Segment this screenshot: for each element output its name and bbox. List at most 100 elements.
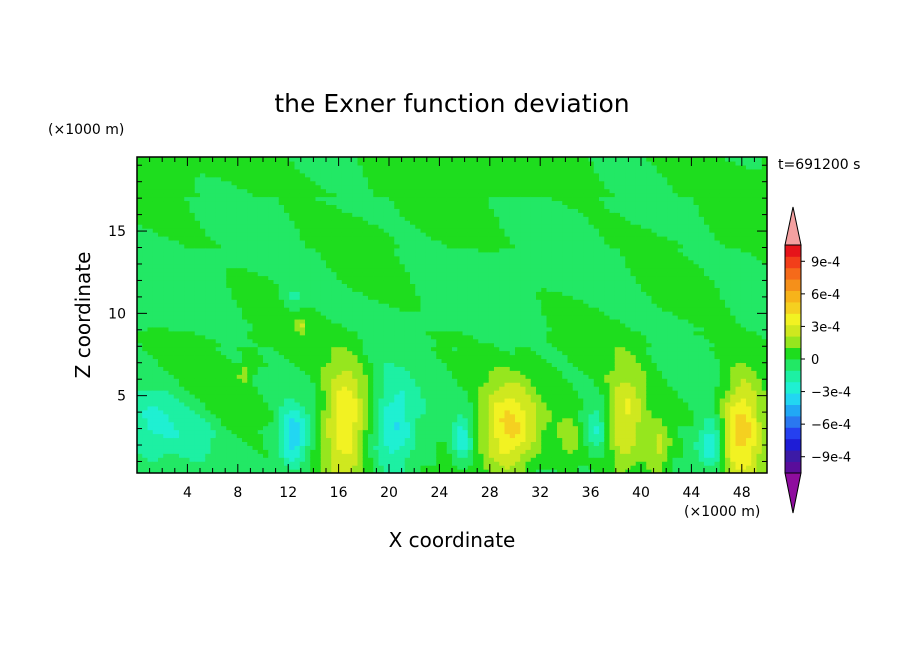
contour-cell xyxy=(205,362,212,367)
contour-cell xyxy=(257,465,264,470)
contour-cell xyxy=(441,346,448,352)
contour-cell xyxy=(163,291,170,296)
contour-cell xyxy=(247,390,254,395)
contour-cell xyxy=(221,315,227,320)
contour-cell xyxy=(142,350,149,356)
contour-cell xyxy=(315,247,322,253)
contour-cell xyxy=(410,168,416,174)
contour-cell xyxy=(173,157,180,162)
contour-cell xyxy=(373,417,380,423)
contour-cell xyxy=(226,275,233,281)
contour-cell xyxy=(194,164,201,170)
contour-cell xyxy=(137,208,143,213)
contour-cell xyxy=(357,315,364,320)
contour-cell xyxy=(404,303,411,308)
contour-cell xyxy=(278,259,285,265)
contour-cell xyxy=(352,330,359,336)
contour-cell xyxy=(299,318,306,324)
contour-cell xyxy=(389,204,395,209)
contour-cell xyxy=(268,469,275,473)
contour-cell xyxy=(441,350,448,356)
contour-cell xyxy=(368,291,374,296)
contour-cell xyxy=(425,228,432,233)
contour-cell xyxy=(284,390,290,395)
contour-cell xyxy=(210,263,217,269)
contour-cell xyxy=(415,358,422,363)
contour-cell xyxy=(362,204,369,209)
contour-cell xyxy=(215,283,222,288)
contour-cell xyxy=(331,291,338,296)
contour-cell xyxy=(331,267,338,273)
contour-cell xyxy=(278,346,285,352)
contour-cell xyxy=(431,394,437,399)
contour-cell xyxy=(357,247,364,253)
contour-cell xyxy=(158,441,164,446)
contour-cell xyxy=(404,263,411,269)
contour-cell xyxy=(331,279,338,284)
contour-cell xyxy=(389,180,395,186)
contour-cell xyxy=(252,311,259,316)
contour-cell xyxy=(299,291,306,296)
contour-cell xyxy=(257,441,264,446)
contour-cell xyxy=(194,239,201,245)
contour-cell xyxy=(431,251,437,257)
contour-cell xyxy=(247,413,254,419)
contour-cell xyxy=(189,461,196,466)
contour-cell xyxy=(284,263,290,269)
contour-cell xyxy=(457,445,464,450)
contour-cell xyxy=(420,397,427,403)
contour-cell xyxy=(268,220,275,225)
contour-cell xyxy=(341,382,348,387)
contour-cell xyxy=(152,247,159,253)
contour-cell xyxy=(310,291,317,296)
contour-cell xyxy=(278,322,285,328)
contour-cell xyxy=(389,232,395,237)
contour-cell xyxy=(194,307,201,312)
contour-cell xyxy=(210,315,217,320)
contour-cell xyxy=(299,425,306,431)
contour-cell xyxy=(294,338,301,344)
contour-cell xyxy=(226,441,233,446)
contour-cell xyxy=(431,445,437,450)
contour-cell xyxy=(137,184,143,190)
contour-cell xyxy=(305,232,311,237)
contour-cell xyxy=(152,160,159,166)
contour-cell xyxy=(200,350,206,356)
contour-cell xyxy=(200,318,206,324)
contour-cell xyxy=(425,243,432,249)
contour-cell xyxy=(410,409,416,415)
contour-cell xyxy=(231,291,238,296)
contour-cell xyxy=(163,425,170,431)
contour-cell xyxy=(425,346,432,352)
contour-cell xyxy=(331,354,338,360)
contour-cell xyxy=(268,374,275,379)
contour-cell xyxy=(394,263,401,269)
contour-cell xyxy=(347,236,353,241)
contour-cell xyxy=(184,362,191,367)
contour-cell xyxy=(231,409,238,415)
contour-cell xyxy=(205,457,212,462)
contour-cell xyxy=(236,326,243,332)
contour-cell xyxy=(247,354,254,360)
contour-cell xyxy=(441,405,448,411)
contour-cell xyxy=(389,283,395,288)
contour-cell xyxy=(378,180,385,186)
contour-cell xyxy=(305,461,311,466)
contour-cell xyxy=(310,346,317,352)
contour-cell xyxy=(331,275,338,281)
contour-cell xyxy=(383,437,390,442)
contour-cell xyxy=(184,374,191,379)
contour-cell xyxy=(362,326,369,332)
contour-cell xyxy=(205,429,212,435)
contour-cell xyxy=(194,461,201,466)
contour-cell xyxy=(462,334,469,340)
contour-cell xyxy=(236,279,243,284)
contour-cell xyxy=(142,366,149,371)
contour-cell xyxy=(373,362,380,367)
contour-cell xyxy=(215,346,222,352)
contour-cell xyxy=(415,437,422,442)
contour-cell xyxy=(147,176,154,182)
contour-cell xyxy=(357,350,364,356)
contour-cell xyxy=(289,346,296,352)
contour-cell xyxy=(200,453,206,458)
